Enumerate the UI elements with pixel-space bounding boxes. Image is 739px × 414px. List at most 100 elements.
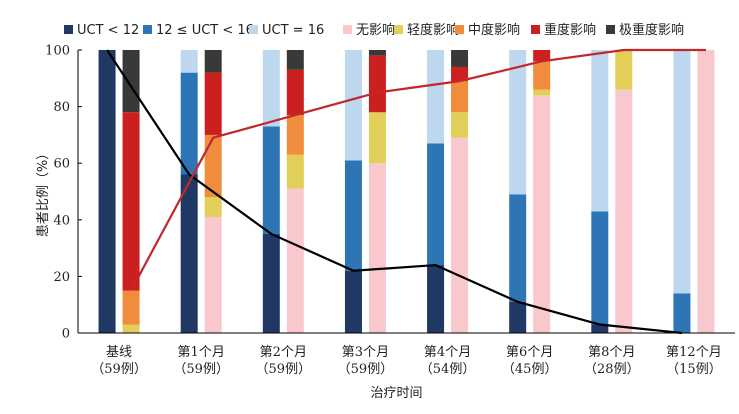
severity-bar-1-2 <box>122 324 140 333</box>
x-tick-sublabel: （28例） <box>584 362 640 377</box>
x-tick-sublabel: （54例） <box>420 362 476 377</box>
legend-label: 重度影响 <box>544 22 596 38</box>
legend-item: UCT = 16 <box>249 23 324 38</box>
severity-bar-1-4 <box>122 112 140 291</box>
uct-bar-6-2 <box>509 194 527 302</box>
severity-bar-4-5 <box>368 50 386 56</box>
uct-bar-6-3 <box>509 50 527 195</box>
uct-bar-1-1 <box>98 50 116 333</box>
x-tick-label: 第8个月 <box>588 345 635 360</box>
severity-bar-3-1 <box>286 188 304 333</box>
legend-label: 无影响 <box>356 22 395 38</box>
legend-swatch <box>64 25 73 34</box>
x-tick-label: 第1个月 <box>178 345 225 360</box>
legend-item: 极重度影响 <box>606 22 684 38</box>
axes: 基线 （59例） 第1个月 （59例） 第2个月 （59例） 第3个月 （59例） 第4个月 （5… <box>36 44 735 401</box>
severity-bar-3-2 <box>286 154 304 189</box>
y-tick-label: 20 <box>53 270 70 285</box>
uct-trend-line <box>106 49 683 335</box>
severity-trend-line <box>130 48 706 292</box>
severity-bar-5-2 <box>451 112 469 138</box>
severity-bar-7-1 <box>615 89 633 334</box>
legend-swatch <box>343 25 352 34</box>
uct-bar-2-3 <box>180 50 198 73</box>
severity-bar-1-5 <box>122 50 140 113</box>
uct-bar-7-3 <box>591 50 609 212</box>
y-tick-label: 40 <box>53 213 70 228</box>
severity-bar-5-5 <box>451 50 469 67</box>
severity-bar-4-4 <box>368 55 386 113</box>
legend-item: 中度影响 <box>455 22 520 38</box>
uct-bar-7-1 <box>591 324 609 333</box>
uct-bar-3-2 <box>262 126 280 234</box>
legend-label: UCT < 12 <box>77 23 139 38</box>
severity-bar-7-2 <box>615 50 633 90</box>
severity-bar-4-1 <box>368 163 386 333</box>
severity-bar-1-3 <box>122 290 140 325</box>
legend-swatch <box>531 25 540 34</box>
y-axis-title: 患者比例（%） <box>36 147 51 237</box>
legend-item: 无影响 <box>343 22 395 38</box>
uct-bar-4-3 <box>344 50 362 161</box>
x-tick-sublabel: （59例） <box>338 362 394 377</box>
uct-bar-6-1 <box>509 301 527 333</box>
x-tick-label: 基线 <box>106 345 132 360</box>
legend-label: 12 ≤ UCT < 16 <box>156 23 254 38</box>
legend-item: 重度影响 <box>531 22 596 38</box>
severity-bar-8-1 <box>697 50 715 333</box>
legend-swatch <box>249 25 258 34</box>
uct-bar-5-3 <box>427 50 445 144</box>
legend-swatch <box>606 25 615 34</box>
severity-bar-5-4 <box>451 66 469 82</box>
x-tick-label: 第6个月 <box>506 345 553 360</box>
legend-item: 12 ≤ UCT < 16 <box>143 23 254 38</box>
x-axis-title: 治疗时间 <box>370 386 422 401</box>
legend-swatch <box>143 25 152 34</box>
legend-item: UCT < 12 <box>64 23 139 38</box>
legend-label: 极重度影响 <box>619 22 684 38</box>
y-tick-label: 0 <box>62 327 70 342</box>
uct-bar-7-2 <box>591 211 609 325</box>
severity-bar-5-1 <box>451 137 469 333</box>
uct-bar-3-1 <box>262 233 280 333</box>
legend-label: 轻度影响 <box>407 22 459 38</box>
trend-lines <box>106 48 706 335</box>
severity-bar-4-2 <box>368 112 386 164</box>
uct-bar-5-1 <box>427 265 445 333</box>
uct-bar-8-3 <box>673 50 691 294</box>
uct-bar-8-2 <box>673 293 691 333</box>
x-tick-label: 第4个月 <box>424 345 471 360</box>
uct-bar-2-1 <box>180 174 198 333</box>
uct-bar-5-2 <box>427 143 445 266</box>
x-tick-sublabel: （45例） <box>502 362 558 377</box>
severity-bar-2-3 <box>204 134 222 198</box>
severity-bar-6-3 <box>533 61 551 90</box>
y-tick-label: 80 <box>53 100 70 115</box>
plot-area <box>98 50 715 334</box>
severity-bar-5-3 <box>451 81 469 113</box>
severity-bar-6-1 <box>533 95 551 333</box>
x-tick-label: 第2个月 <box>260 345 307 360</box>
x-tick-label: 第3个月 <box>342 345 389 360</box>
severity-bar-2-5 <box>204 50 222 73</box>
x-tick-label: 第12个月 <box>666 345 722 360</box>
x-tick-sublabel: （59例） <box>91 362 147 377</box>
y-tick-label: 60 <box>53 157 70 172</box>
uct-bar-3-3 <box>262 50 280 127</box>
legend-item: 轻度影响 <box>394 22 459 38</box>
severity-bar-3-3 <box>286 115 304 155</box>
severity-bar-6-2 <box>533 89 551 96</box>
uct-bar-2-2 <box>180 72 198 175</box>
legend-swatch <box>455 25 464 34</box>
uct-bar-4-1 <box>344 270 362 333</box>
legend-label: UCT = 16 <box>262 23 324 38</box>
severity-bar-2-2 <box>204 197 222 217</box>
x-tick-sublabel: （59例） <box>173 362 229 377</box>
x-tick-sublabel: （15例） <box>666 362 722 377</box>
severity-bar-6-4 <box>533 50 551 62</box>
y-tick-label: 100 <box>45 44 70 59</box>
severity-bar-2-1 <box>204 216 222 333</box>
severity-bar-2-4 <box>204 72 222 135</box>
severity-bar-3-5 <box>286 50 304 70</box>
